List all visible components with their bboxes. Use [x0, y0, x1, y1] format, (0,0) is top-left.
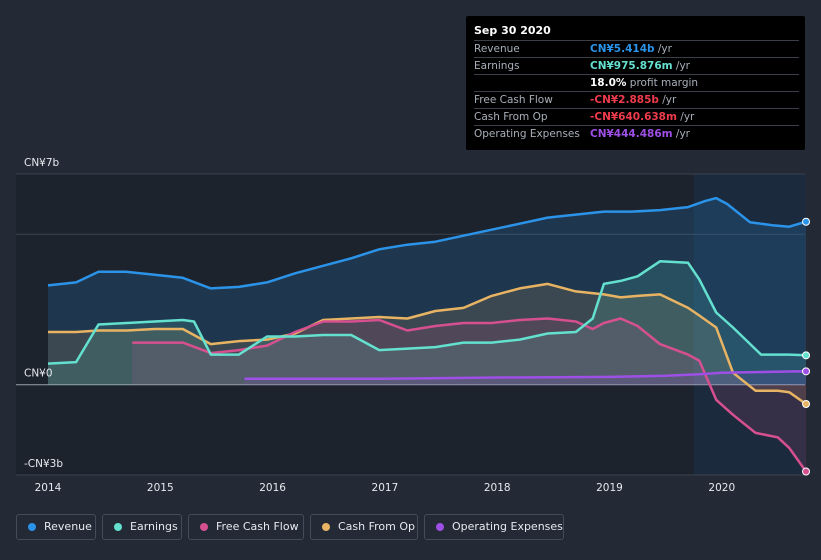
- tooltip-row-value: -CN¥2.885b /yr: [590, 94, 677, 106]
- legend-item-cash-from-op[interactable]: Cash From Op: [310, 514, 418, 540]
- tooltip-row: Cash From Op -CN¥640.638m /yr: [474, 108, 799, 126]
- series-areas: [48, 198, 806, 472]
- operating-expenses-end-marker: [802, 367, 811, 376]
- legend-label: Free Cash Flow: [216, 520, 299, 533]
- y-axis-label: CN¥7b: [24, 157, 60, 169]
- y-axis-label: -CN¥3b: [24, 458, 63, 470]
- tooltip-row-label: Cash From Op: [474, 111, 548, 123]
- cash-from-op-end-marker: [802, 399, 811, 408]
- tooltip-row: 18.0% profit margin: [474, 74, 799, 92]
- legend-dot-icon: [28, 523, 36, 531]
- y-axis-label: CN¥0: [24, 368, 53, 380]
- tooltip-row: Revenue CN¥5.414b /yr: [474, 40, 799, 58]
- legend-label: Revenue: [44, 520, 92, 533]
- legend-dot-icon: [436, 523, 444, 531]
- legend-label: Cash From Op: [338, 520, 416, 533]
- tooltip-row-label: Operating Expenses: [474, 128, 580, 140]
- revenue-line: [47, 196, 807, 290]
- legend-label: Earnings: [130, 520, 178, 533]
- earnings-line: [47, 260, 807, 365]
- x-axis-label: 2016: [259, 482, 286, 494]
- legend-item-revenue[interactable]: Revenue: [16, 514, 96, 540]
- free-cash-flow-area: [132, 318, 806, 472]
- x-axis-label: 2018: [484, 482, 511, 494]
- tooltip-row-value: CN¥444.486m /yr: [590, 128, 690, 140]
- earnings-end-marker: [802, 351, 811, 360]
- tooltip: Sep 30 2020 Revenue CN¥5.414b /yr Earnings…: [466, 16, 805, 150]
- legend-dot-icon: [322, 523, 330, 531]
- x-axis-label: 2015: [147, 482, 174, 494]
- tooltip-row: Operating Expenses CN¥444.486m /yr: [474, 125, 799, 143]
- x-axis-label: 2019: [596, 482, 623, 494]
- legend-item-free-cash-flow[interactable]: Free Cash Flow: [188, 514, 304, 540]
- operating-expenses-line: [244, 370, 807, 380]
- tooltip-row: Earnings CN¥975.876m /yr: [474, 57, 799, 75]
- x-axis-label: 2017: [372, 482, 399, 494]
- tooltip-date: Sep 30 2020: [474, 24, 551, 37]
- x-axis-label: 2020: [708, 482, 735, 494]
- legend-label: Operating Expenses: [452, 520, 563, 533]
- revenue-area: [48, 198, 806, 385]
- cash-from-op-line: [48, 282, 807, 406]
- y-axis-labels: CN¥7b CN¥0 -CN¥3b: [24, 157, 63, 470]
- tooltip-row-label: Free Cash Flow: [474, 94, 553, 106]
- earnings-area: [48, 261, 806, 385]
- tooltip-row-value: CN¥975.876m /yr: [590, 60, 690, 72]
- legend-item-earnings[interactable]: Earnings: [102, 514, 182, 540]
- legend-item-operating-expenses[interactable]: Operating Expenses: [424, 514, 564, 540]
- tooltip-row: Free Cash Flow -CN¥2.885b /yr: [474, 91, 799, 109]
- revenue-end-marker: [802, 217, 811, 226]
- legend-dot-icon: [114, 523, 122, 531]
- tooltip-row-label: Revenue: [474, 43, 520, 55]
- free-cash-flow-end-marker: [802, 467, 811, 476]
- tooltip-row-value: CN¥5.414b /yr: [590, 43, 672, 55]
- series-end-markers: [802, 217, 811, 476]
- legend-dot-icon: [200, 523, 208, 531]
- tooltip-row-value: -CN¥640.638m /yr: [590, 111, 695, 123]
- x-axis-labels: 2014 2015 2016 2017 2018 2019 2020: [35, 482, 736, 494]
- tooltip-row-value: 18.0% profit margin: [590, 77, 699, 89]
- tooltip-row-label: Earnings: [474, 60, 520, 72]
- series-lines: [47, 196, 808, 473]
- free-cash-flow-line: [132, 317, 808, 473]
- x-axis-label: 2014: [35, 482, 62, 494]
- cash-from-op-area: [48, 283, 806, 404]
